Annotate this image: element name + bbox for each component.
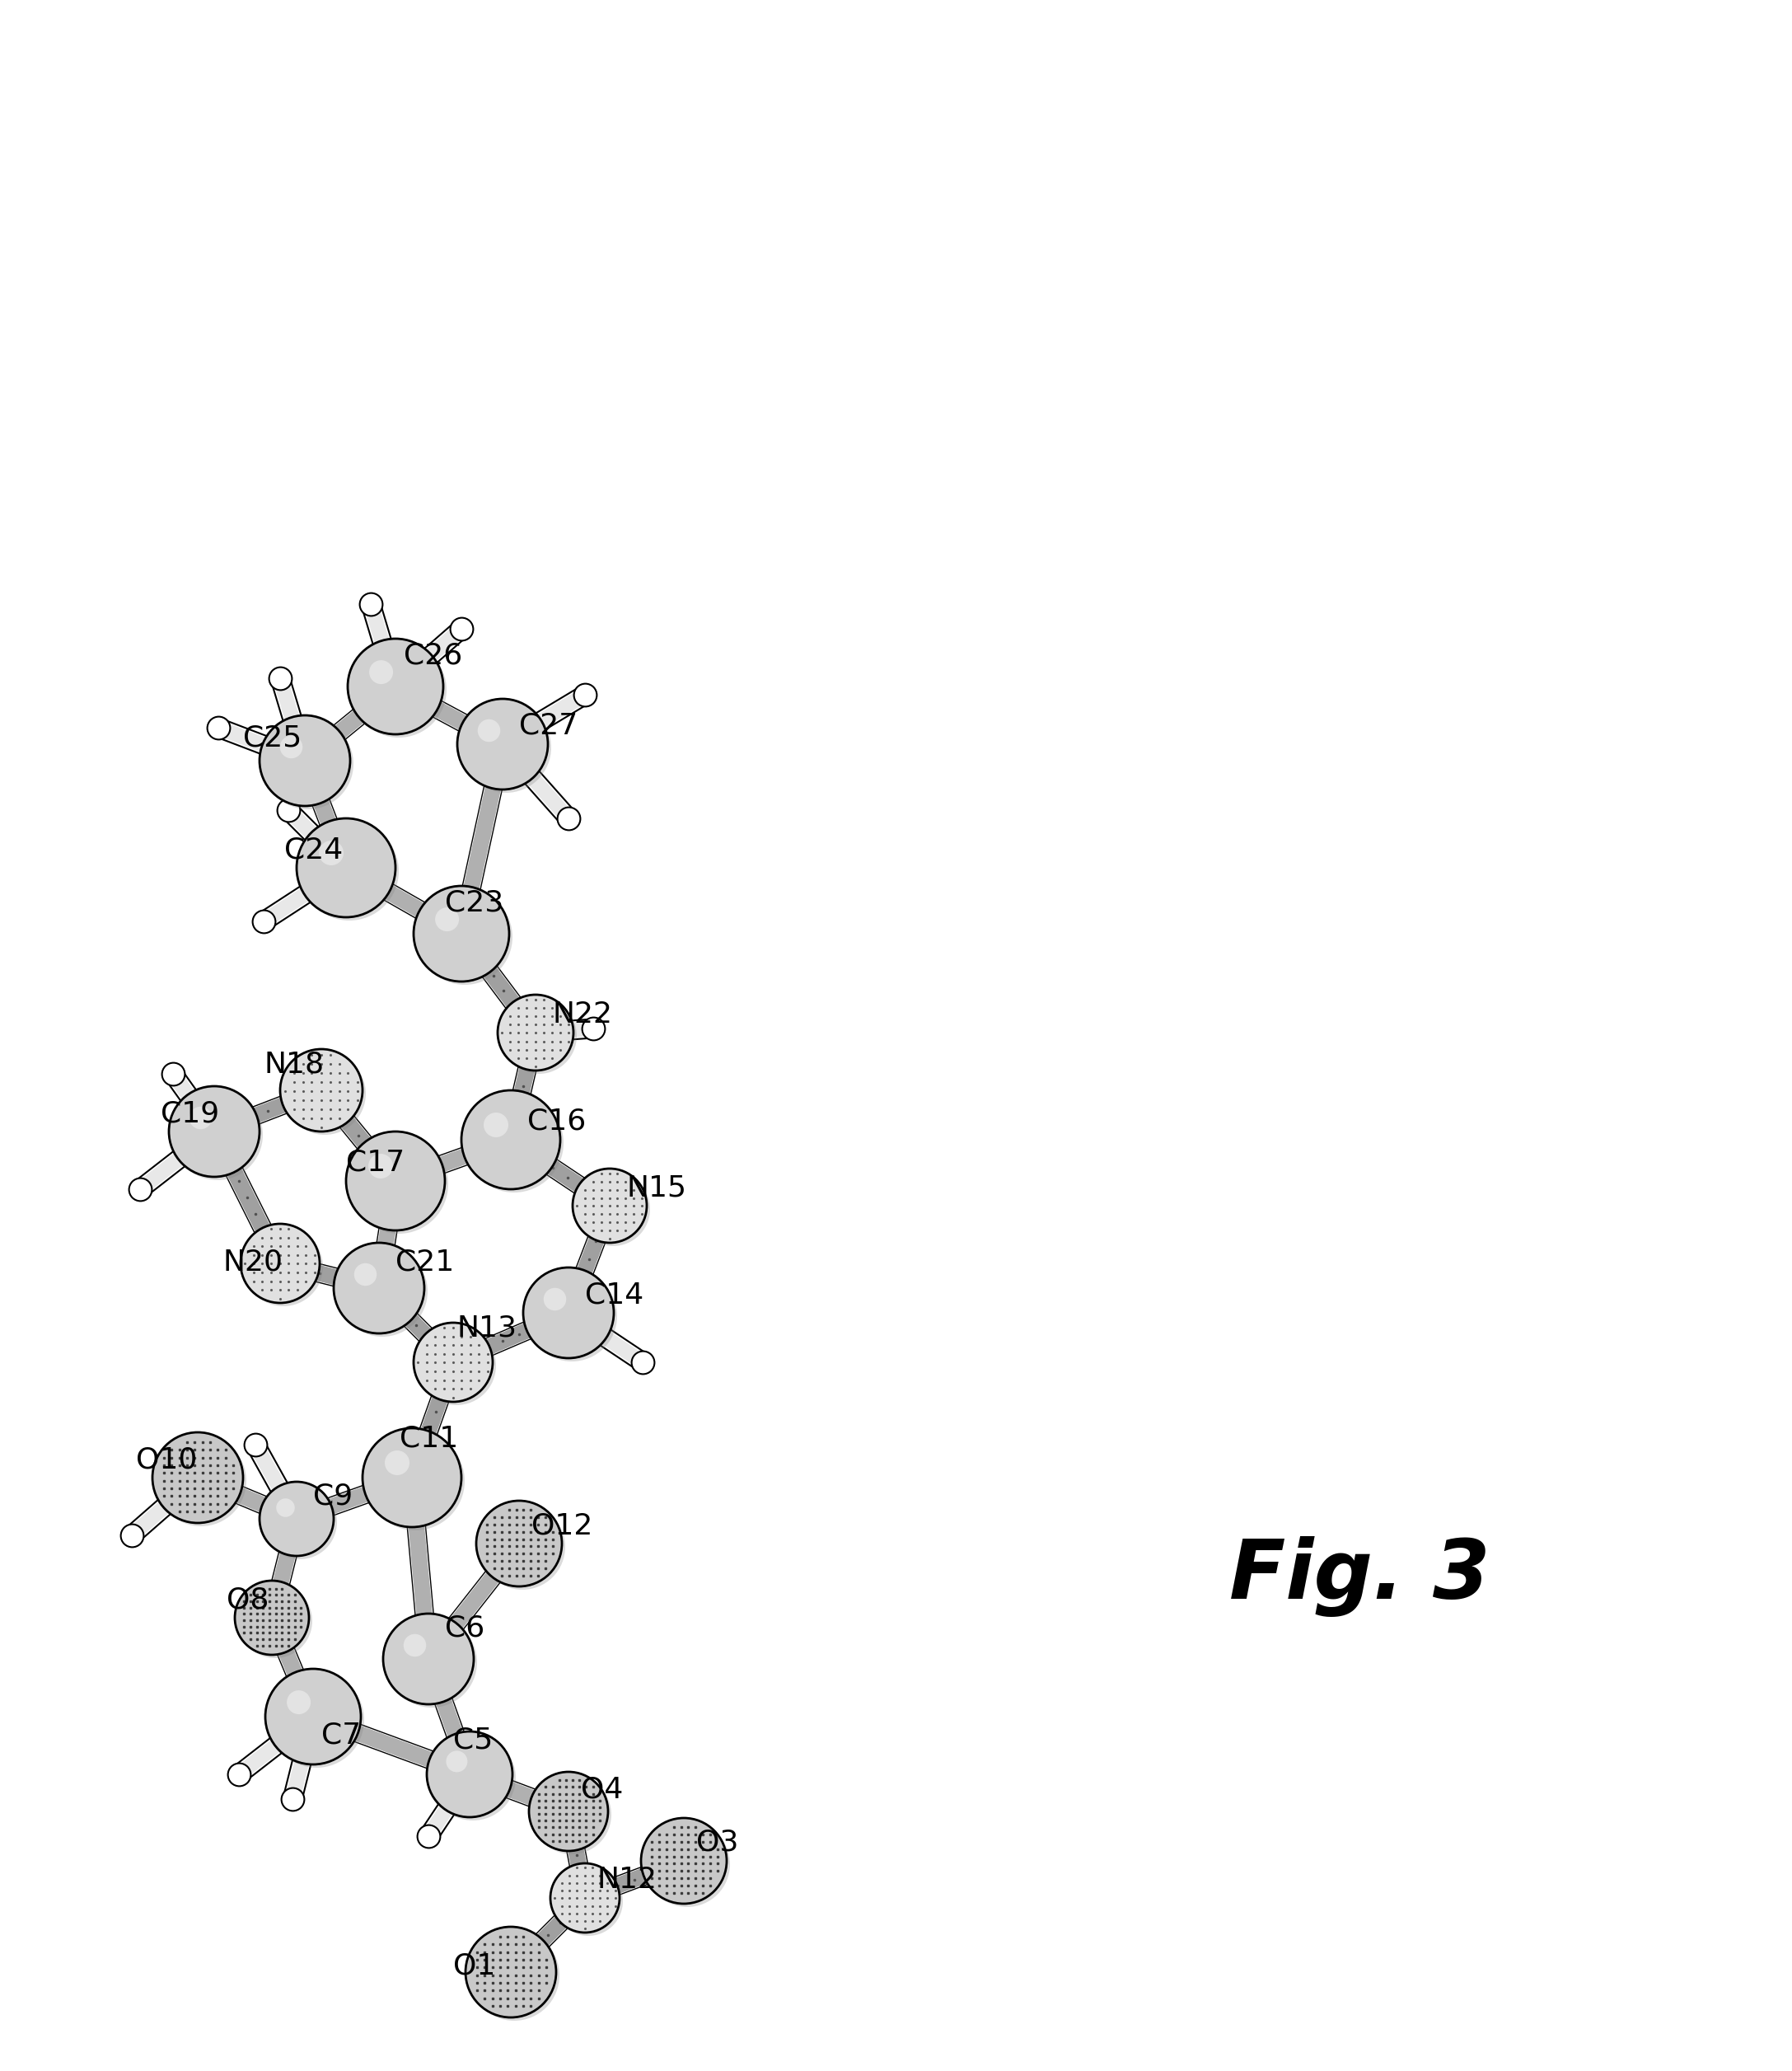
Text: C11: C11 — [400, 1425, 459, 1454]
Circle shape — [349, 1135, 448, 1234]
Text: C7: C7 — [321, 1721, 360, 1750]
Circle shape — [470, 1930, 559, 2021]
Text: N18: N18 — [263, 1050, 324, 1077]
Circle shape — [480, 1504, 564, 1591]
Circle shape — [362, 1429, 461, 1526]
Circle shape — [263, 719, 353, 810]
Circle shape — [346, 1131, 444, 1230]
Circle shape — [418, 1325, 496, 1404]
Circle shape — [299, 822, 400, 920]
Circle shape — [168, 1085, 260, 1176]
Circle shape — [283, 1052, 366, 1135]
Text: C9: C9 — [314, 1483, 353, 1510]
Circle shape — [387, 1617, 477, 1709]
Circle shape — [260, 1481, 333, 1555]
Text: C26: C26 — [403, 642, 462, 671]
Text: Fig. 3: Fig. 3 — [1229, 1537, 1489, 1617]
Circle shape — [430, 1735, 516, 1820]
Circle shape — [319, 841, 344, 866]
Circle shape — [575, 1172, 650, 1247]
Circle shape — [280, 735, 303, 758]
Circle shape — [435, 907, 459, 932]
Circle shape — [297, 818, 396, 917]
Text: N15: N15 — [625, 1174, 686, 1201]
Circle shape — [461, 702, 552, 793]
Circle shape — [190, 1106, 211, 1129]
Circle shape — [484, 1112, 509, 1137]
Circle shape — [478, 719, 500, 741]
Text: C14: C14 — [584, 1280, 643, 1309]
Text: C21: C21 — [396, 1247, 453, 1276]
Circle shape — [369, 661, 392, 683]
Circle shape — [276, 1499, 294, 1516]
Circle shape — [263, 1485, 337, 1559]
Circle shape — [366, 1431, 464, 1530]
Text: C6: C6 — [444, 1615, 484, 1642]
Text: C24: C24 — [285, 837, 342, 864]
Circle shape — [523, 1267, 615, 1359]
Text: C19: C19 — [161, 1100, 219, 1127]
Circle shape — [240, 1224, 319, 1303]
Circle shape — [532, 1775, 611, 1854]
Circle shape — [414, 886, 509, 982]
Text: O1: O1 — [453, 1953, 495, 1980]
Text: O10: O10 — [136, 1446, 197, 1475]
Circle shape — [543, 1288, 566, 1311]
Circle shape — [280, 1050, 362, 1131]
Circle shape — [355, 1263, 376, 1286]
Text: N12: N12 — [597, 1866, 658, 1893]
Circle shape — [348, 638, 443, 735]
Circle shape — [403, 1634, 426, 1657]
Circle shape — [287, 1690, 310, 1715]
Circle shape — [418, 888, 513, 986]
Circle shape — [573, 1168, 647, 1243]
Circle shape — [351, 642, 446, 737]
Circle shape — [464, 1093, 563, 1193]
Circle shape — [550, 1864, 620, 1932]
Text: O12: O12 — [532, 1512, 593, 1539]
Text: N13: N13 — [457, 1313, 518, 1342]
Circle shape — [269, 1671, 364, 1769]
Circle shape — [260, 714, 349, 806]
Circle shape — [642, 1818, 728, 1903]
Circle shape — [385, 1450, 410, 1475]
Circle shape — [461, 1089, 561, 1189]
Text: N22: N22 — [552, 1000, 613, 1029]
Circle shape — [466, 1926, 556, 2017]
Text: O8: O8 — [226, 1586, 269, 1613]
Text: C23: C23 — [444, 888, 504, 917]
Circle shape — [477, 1501, 563, 1586]
Circle shape — [529, 1773, 607, 1851]
Circle shape — [383, 1613, 473, 1704]
Circle shape — [333, 1243, 425, 1334]
Circle shape — [554, 1866, 624, 1936]
Circle shape — [446, 1750, 468, 1773]
Circle shape — [457, 698, 548, 789]
Circle shape — [502, 998, 577, 1075]
Circle shape — [426, 1731, 513, 1816]
Circle shape — [172, 1089, 263, 1180]
Text: C25: C25 — [244, 725, 301, 752]
Circle shape — [156, 1435, 246, 1526]
Circle shape — [527, 1272, 616, 1361]
Circle shape — [369, 1154, 392, 1178]
Circle shape — [244, 1228, 323, 1307]
Circle shape — [414, 1323, 493, 1402]
Circle shape — [265, 1669, 360, 1764]
Text: C17: C17 — [346, 1149, 405, 1176]
Circle shape — [152, 1433, 244, 1522]
Circle shape — [238, 1584, 312, 1659]
Text: N20: N20 — [222, 1247, 283, 1276]
Circle shape — [337, 1247, 428, 1336]
Circle shape — [498, 994, 573, 1071]
Text: C16: C16 — [527, 1108, 586, 1135]
Circle shape — [235, 1580, 308, 1655]
Text: O4: O4 — [581, 1775, 624, 1804]
Text: O3: O3 — [697, 1829, 738, 1858]
Text: C5: C5 — [453, 1725, 493, 1754]
Circle shape — [645, 1820, 729, 1907]
Text: C27: C27 — [520, 712, 577, 739]
